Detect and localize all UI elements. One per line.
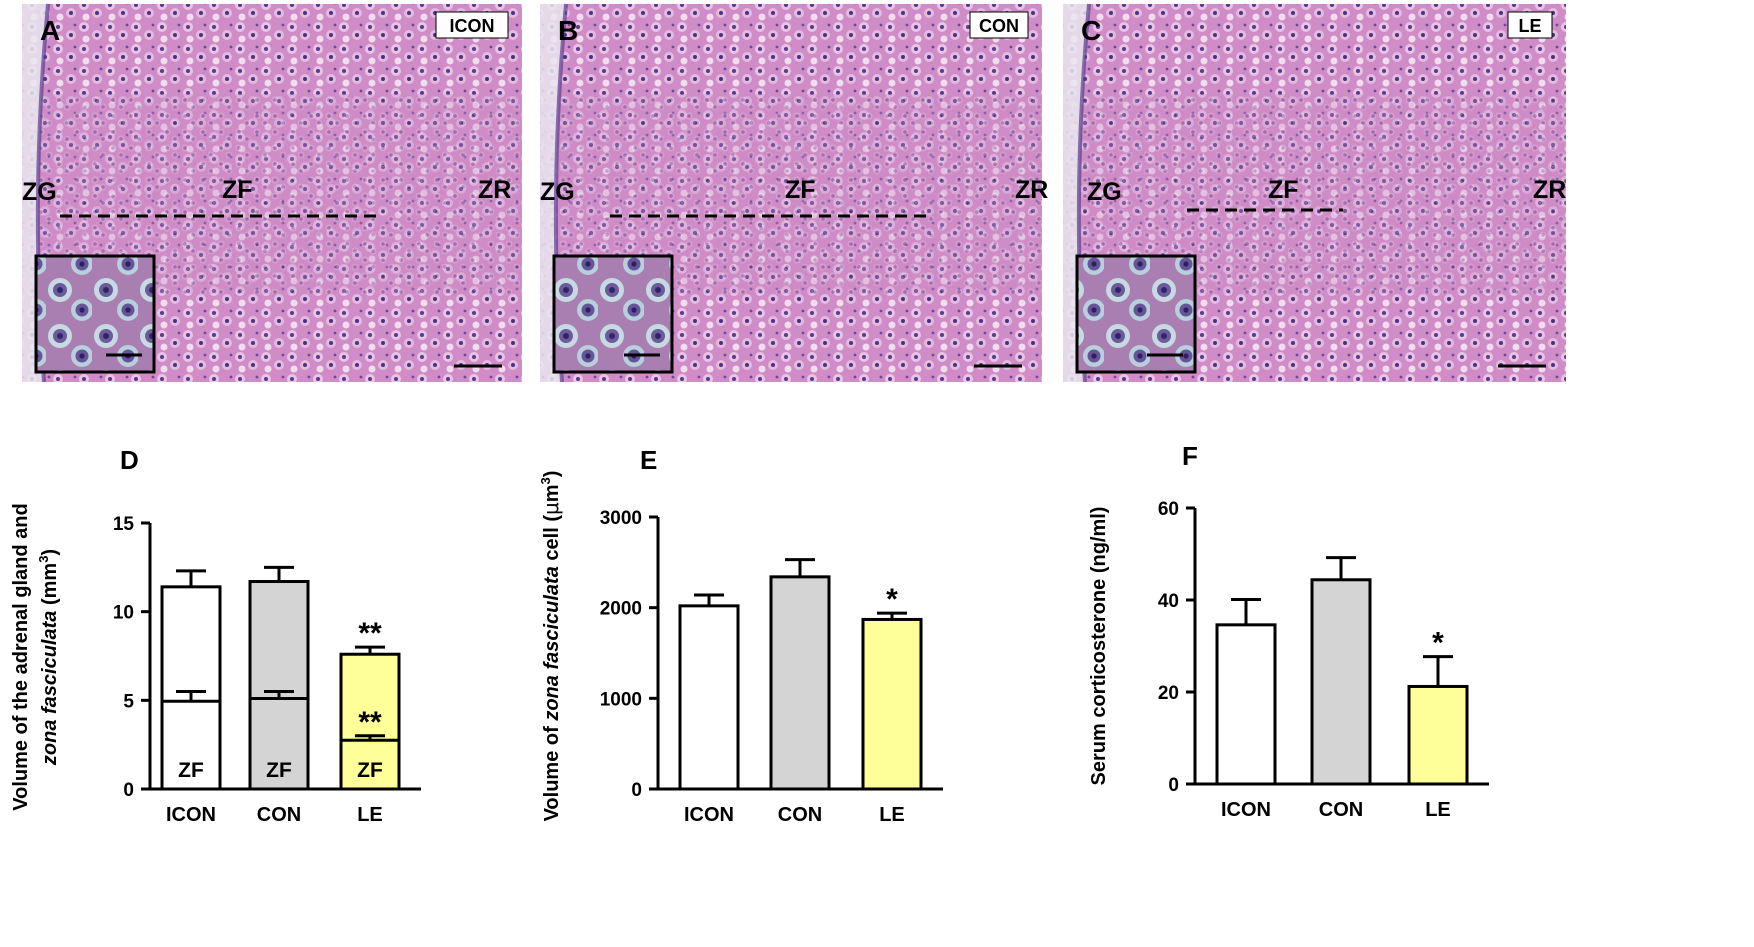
panel-letter: B: [558, 15, 578, 46]
x-tick-label: CON: [1319, 799, 1363, 821]
y-tick-label: 0: [631, 780, 642, 801]
bar-icon: [160, 585, 222, 791]
x-tick-label: ICON: [1221, 799, 1271, 821]
panel-letter: D: [120, 445, 139, 475]
bar-label-zf: ZF: [266, 759, 292, 782]
zone-label-zr: ZR: [478, 176, 511, 204]
y-tick-label: 3000: [600, 508, 642, 529]
zone-label-zf: ZF: [1268, 176, 1299, 204]
bar-con: [1310, 578, 1372, 786]
y-tick-label: 2000: [600, 599, 642, 620]
y-tick-label: 15: [113, 514, 135, 535]
x-tick-label: CON: [257, 804, 301, 826]
x-tick-label: ICON: [166, 804, 216, 826]
zone-label-zf: ZF: [785, 176, 816, 204]
chart-d: D 0 5 10 15 ICON ZF CON ZF LE ZF ** ** Volume of the …: [10, 445, 421, 826]
zone-label-zf: ZF: [222, 176, 253, 204]
x-tick-label: LE: [357, 804, 383, 826]
zone-label-zr: ZR: [1533, 176, 1566, 204]
group-label: CON: [979, 16, 1019, 36]
significance-marker: *: [1432, 627, 1444, 660]
zone-label-zg: ZG: [540, 178, 575, 206]
panel-letter: E: [640, 445, 657, 475]
micrograph-con: B CON ZG ZF ZR: [540, 3, 1048, 383]
chart-e: E 0 1000 2000 3000 ICON CON LE * Volume of zona f…: [538, 445, 943, 826]
significance-marker: *: [886, 583, 898, 616]
x-tick-label: CON: [778, 804, 822, 826]
micrographs: A ICON ZG ZF ZR B CON ZG ZF ZR C LE ZG ZF ZR: [22, 3, 1566, 383]
significance-marker: **: [358, 617, 382, 650]
panel-letter: F: [1182, 441, 1198, 471]
bar-icon: [678, 604, 740, 791]
panel-letter: C: [1081, 15, 1101, 46]
y-tick-label: 40: [1158, 591, 1179, 612]
group-label-box: [969, 11, 1029, 39]
y-tick-label: 60: [1158, 499, 1179, 520]
x-tick-label: ICON: [684, 804, 734, 826]
y-axis-label: Volume of zona fasciculata cell (μm3): [538, 471, 563, 822]
y-tick-label: 10: [113, 603, 134, 624]
y-tick-label: 1000: [600, 689, 642, 710]
x-tick-label: LE: [1425, 799, 1451, 821]
micrograph-le: C LE ZG ZF ZR: [1063, 3, 1566, 383]
y-axis-label-line1: Volume of the adrenal gland and: [10, 503, 32, 810]
capsule-edge: [540, 4, 566, 382]
bar-con: [248, 580, 310, 791]
y-tick-label: 20: [1158, 683, 1179, 704]
x-tick-label: LE: [879, 804, 905, 826]
micrograph-icon: A ICON ZG ZF ZR: [22, 3, 522, 383]
bar-label-zf: ZF: [178, 759, 204, 782]
zone-label-zg: ZG: [1087, 178, 1122, 206]
y-axis-label-line2: zona fasciculata (mm3): [36, 549, 61, 766]
significance-marker: **: [358, 706, 382, 739]
group-label: LE: [1518, 16, 1541, 36]
bar-le: [1407, 684, 1469, 786]
capsule-edge: [1063, 4, 1089, 382]
inset-magnified: [552, 254, 674, 374]
chart-f: F 0 20 40 60 ICON CON LE * Serum corticosterone (…: [1088, 441, 1489, 821]
bar-icon: [1215, 623, 1277, 786]
capsule-edge: [22, 4, 48, 382]
zone-label-zr: ZR: [1015, 176, 1048, 204]
bar-label-zf: ZF: [357, 759, 383, 782]
bar-le: [339, 652, 401, 791]
group-label-box: [435, 11, 509, 39]
y-tick-label: 0: [1168, 775, 1179, 796]
y-tick-label: 0: [123, 780, 134, 801]
group-label: ICON: [450, 16, 495, 36]
y-axis-label: Serum corticosterone (ng/ml): [1088, 507, 1110, 786]
bar-con: [769, 575, 831, 791]
group-label-box: [1507, 11, 1553, 39]
inset-magnified: [34, 254, 156, 374]
y-tick-label: 5: [123, 691, 134, 712]
bar-le: [861, 617, 923, 791]
panel-letter: A: [40, 15, 60, 46]
zone-label-zg: ZG: [22, 178, 57, 206]
inset-magnified: [1075, 254, 1197, 374]
